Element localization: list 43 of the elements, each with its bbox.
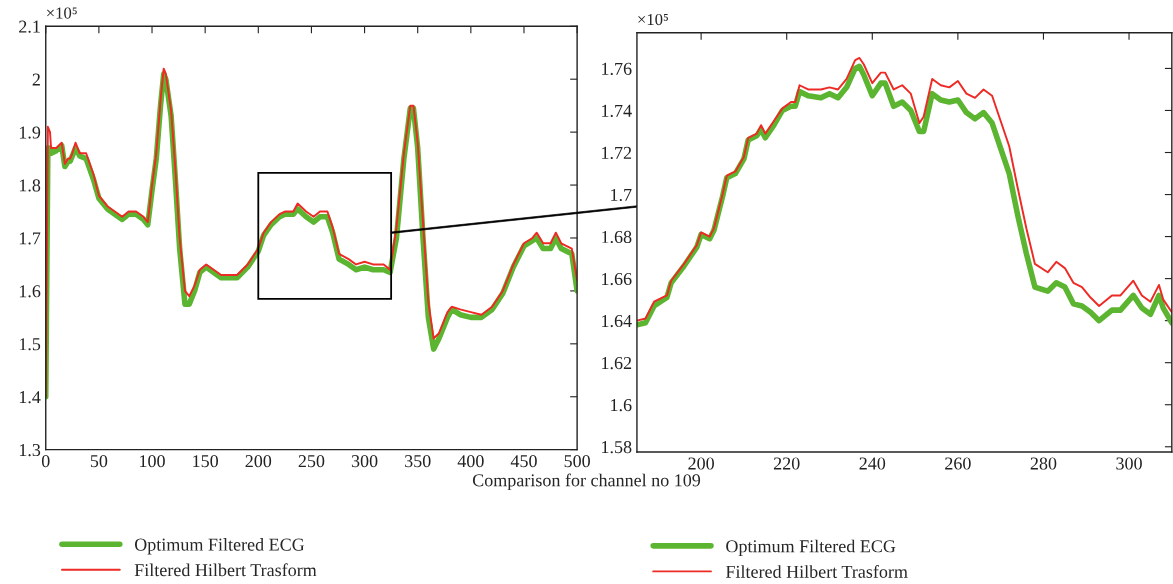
y-tick-label: 1.6 bbox=[611, 399, 632, 412]
x-tick-label: 300 bbox=[1116, 457, 1142, 470]
x-tick-label: 150 bbox=[193, 455, 219, 468]
y-tick-label: 1.62 bbox=[602, 357, 632, 370]
x-tick-label: 500 bbox=[564, 455, 590, 468]
y-tick-label: 1.58 bbox=[602, 441, 632, 454]
x-tick-label: 300 bbox=[351, 455, 378, 468]
text: ×10⁵ bbox=[47, 7, 77, 19]
x-tick-label: 50 bbox=[90, 455, 108, 468]
x-tick-label: 280 bbox=[1030, 457, 1057, 470]
x-tick-label: 100 bbox=[140, 455, 165, 468]
y-tick-label: 1.76 bbox=[602, 62, 632, 75]
y-tick-label: 1.66 bbox=[602, 272, 632, 286]
legend-label: Filtered Hilbert Trasform bbox=[725, 564, 908, 578]
y-tick-label: 1.68 bbox=[602, 230, 632, 244]
y-tick-label: 1.8 bbox=[19, 179, 41, 192]
y-tick-label: 1.6 bbox=[19, 285, 41, 298]
y-tick-label: 2 bbox=[32, 73, 40, 86]
text: ×10⁵ bbox=[638, 13, 668, 26]
y-tick-label: 1.5 bbox=[19, 338, 41, 351]
x-tick-label: 260 bbox=[945, 457, 971, 470]
y-tick-label: 1.9 bbox=[19, 126, 41, 139]
x-axis-title: Comparison for channel no 109 bbox=[472, 473, 701, 491]
x-tick-label: 400 bbox=[457, 455, 484, 468]
x-tick-label: 240 bbox=[859, 457, 886, 470]
y-tick-label: 2.1 bbox=[19, 20, 40, 33]
x-tick-label: 200 bbox=[688, 457, 714, 470]
x-tick-label: 0 bbox=[41, 455, 50, 468]
y-tick-label: 1.3 bbox=[19, 443, 41, 457]
x-tick-label: 450 bbox=[510, 455, 537, 468]
y-tick-label: 1.7 bbox=[611, 188, 632, 202]
y-tick-label: 1.64 bbox=[602, 314, 632, 328]
x-tick-label: 350 bbox=[405, 455, 431, 468]
legend-label: Optimum Filtered ECG bbox=[726, 539, 896, 557]
x-tick-label: 200 bbox=[245, 455, 272, 468]
y-tick-label: 1.74 bbox=[602, 104, 632, 117]
x-tick-label: 220 bbox=[773, 457, 800, 470]
x-tick-label: 250 bbox=[298, 455, 325, 468]
y-tick-label: 1.72 bbox=[602, 146, 632, 160]
legend-label: Optimum Filtered ECG bbox=[134, 538, 305, 555]
y-tick-label: 1.7 bbox=[19, 232, 41, 245]
legend-label: Filtered Hilbert Trasform bbox=[134, 563, 317, 577]
y-tick-label: 1.4 bbox=[19, 391, 41, 404]
